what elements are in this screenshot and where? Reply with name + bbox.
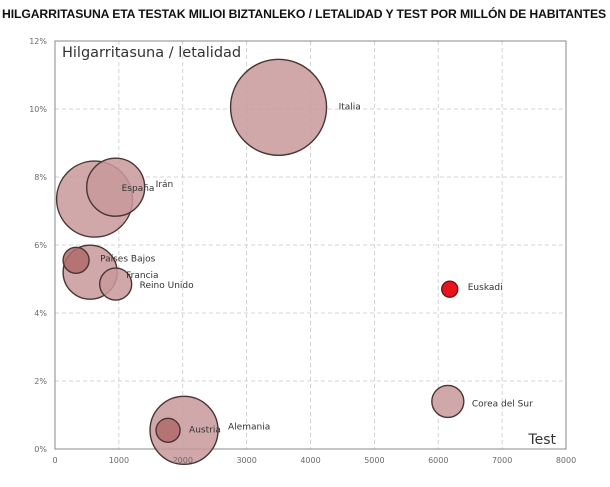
tick-layer: 0 1000 2000 3000 4000 5000 6000 7000 8000 0% 2% 4% 6… bbox=[29, 37, 576, 465]
y-tick-label: 0% bbox=[34, 445, 47, 454]
x-tick-label: 5000 bbox=[364, 456, 384, 465]
x-tick-label: 4000 bbox=[300, 456, 320, 465]
y-tick-label: 8% bbox=[34, 173, 47, 182]
x-tick-label: 2000 bbox=[173, 456, 193, 465]
bubble-label-austria: Austria bbox=[189, 425, 221, 435]
bubble-label-españa: España bbox=[122, 184, 155, 194]
bubble-reino-unido bbox=[98, 267, 133, 301]
y-tick-label: 6% bbox=[34, 241, 47, 250]
x-tick-label: 8000 bbox=[556, 456, 576, 465]
x-tick-label: 1000 bbox=[109, 456, 129, 465]
y-tick-label: 4% bbox=[34, 309, 47, 318]
x-axis-title: Test bbox=[527, 432, 556, 448]
bubble-label-francia: Francia bbox=[126, 271, 158, 281]
x-tick-label: 6000 bbox=[428, 456, 448, 465]
y-tick-label: 12% bbox=[29, 37, 47, 46]
chart-title: HILGARRITASUNA ETA TESTAK MILIOI BIZTANL… bbox=[2, 7, 607, 21]
x-tick-label: 7000 bbox=[492, 456, 512, 465]
bubble-label-países-bajos: Países Bajos bbox=[100, 254, 156, 264]
bubble-label-euskadi: Euskadi bbox=[468, 283, 503, 293]
bubble-italia bbox=[229, 58, 328, 157]
x-tick-label: 0 bbox=[52, 456, 57, 465]
plot-area-border bbox=[54, 40, 567, 450]
bubble-irán bbox=[85, 157, 146, 217]
bubble-austria bbox=[155, 417, 181, 443]
label-layer: Italia España Irán Alemania Austria Países Ba… bbox=[100, 102, 533, 435]
bubble-label-irán: Irán bbox=[156, 180, 174, 190]
inner-title: Hilgarritasuna / letalidad bbox=[62, 45, 241, 61]
bubble-alemania bbox=[149, 395, 219, 465]
bubble-label-corea-del-sur: Corea del Sur bbox=[472, 399, 533, 409]
bubble-label-reino-unido: Reino Unido bbox=[140, 281, 194, 291]
bubble-corea-del-sur bbox=[431, 384, 465, 419]
x-tick-label: 3000 bbox=[236, 456, 256, 465]
bubble-label-italia: Italia bbox=[339, 102, 361, 112]
bubble-euskadi bbox=[441, 280, 459, 298]
y-tick-label: 10% bbox=[29, 105, 47, 114]
bubble-layer bbox=[55, 58, 465, 465]
y-tick-label: 2% bbox=[34, 377, 47, 386]
bubble-label-alemania: Alemania bbox=[228, 422, 270, 432]
bubble-países-bajos bbox=[62, 246, 90, 274]
